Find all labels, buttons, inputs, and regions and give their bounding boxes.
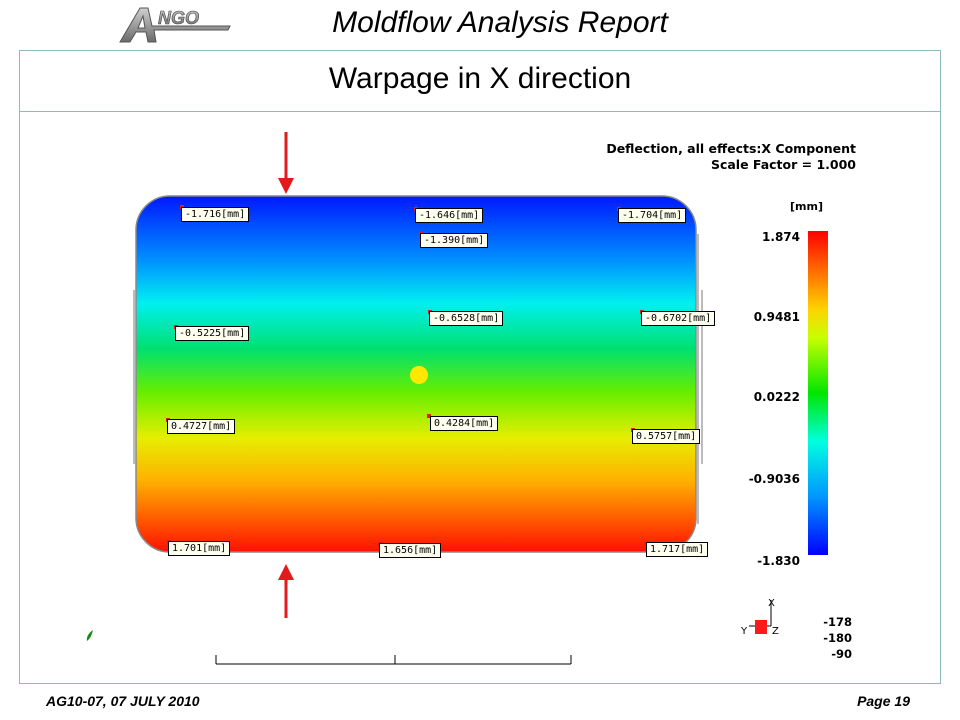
rotation-x: -178 — [823, 615, 852, 629]
legend-title: Deflection, all effects:X Component Scal… — [560, 141, 856, 173]
deflection-label: 0.4284[mm] — [430, 416, 499, 431]
deflection-label: -1.704[mm] — [618, 208, 687, 223]
logo-wordmark: NGO — [158, 8, 199, 28]
deflection-label: -1.390[mm] — [420, 233, 489, 248]
deflection-label: 0.4727[mm] — [167, 419, 236, 434]
scale-ruler — [215, 655, 572, 665]
deflection-label: -1.646[mm] — [415, 208, 484, 223]
deflection-label: 1.701[mm] — [168, 541, 231, 556]
deflection-label: 1.656[mm] — [379, 543, 442, 558]
colorbar-tick: 0.9481 — [753, 310, 800, 324]
deflection-label: -1.716[mm] — [181, 207, 250, 222]
colorbar-tick: -0.9036 — [748, 472, 800, 486]
triad-z-label: Z — [772, 626, 779, 637]
deflection-label: 0.5757[mm] — [632, 429, 701, 444]
load-arrow-top — [278, 132, 294, 194]
report-title: Moldflow Analysis Report — [332, 6, 668, 39]
slide-title: Warpage in X direction — [328, 62, 632, 95]
colorbar-tick-max: 1.874 — [762, 230, 800, 244]
color-scale-bar — [808, 231, 828, 555]
triad-x-label: X — [768, 598, 775, 609]
leaf-marker-icon — [86, 630, 93, 641]
slide-frame — [19, 50, 941, 684]
triad-y-label: Y — [741, 626, 748, 637]
legend-unit: [mm] — [790, 200, 823, 213]
node-marker — [427, 414, 431, 418]
footer-page-number: Page 19 — [857, 693, 910, 709]
colorbar-tick-min: -1.830 — [757, 554, 800, 568]
rotation-y: -180 — [823, 631, 852, 645]
deflection-label: 1.717[mm] — [646, 542, 709, 557]
ango-logo: NGO — [119, 7, 231, 43]
legend-result-name: Deflection, all effects:X Component — [606, 141, 856, 156]
deflection-label: -0.5225[mm] — [175, 326, 250, 341]
title-divider — [19, 111, 941, 112]
rotation-z: -90 — [831, 647, 852, 661]
footer-document-id: AG10-07, 07 JULY 2010 — [46, 693, 200, 709]
deflection-label: -0.6528[mm] — [429, 311, 504, 326]
injection-location-marker — [410, 366, 428, 384]
load-arrow-bottom — [278, 564, 294, 618]
deflection-label: -0.6702[mm] — [641, 311, 716, 326]
legend-scale-factor: Scale Factor = 1.000 — [710, 157, 856, 172]
axis-triad-icon — [749, 600, 772, 634]
colorbar-tick: 0.0222 — [753, 390, 800, 404]
